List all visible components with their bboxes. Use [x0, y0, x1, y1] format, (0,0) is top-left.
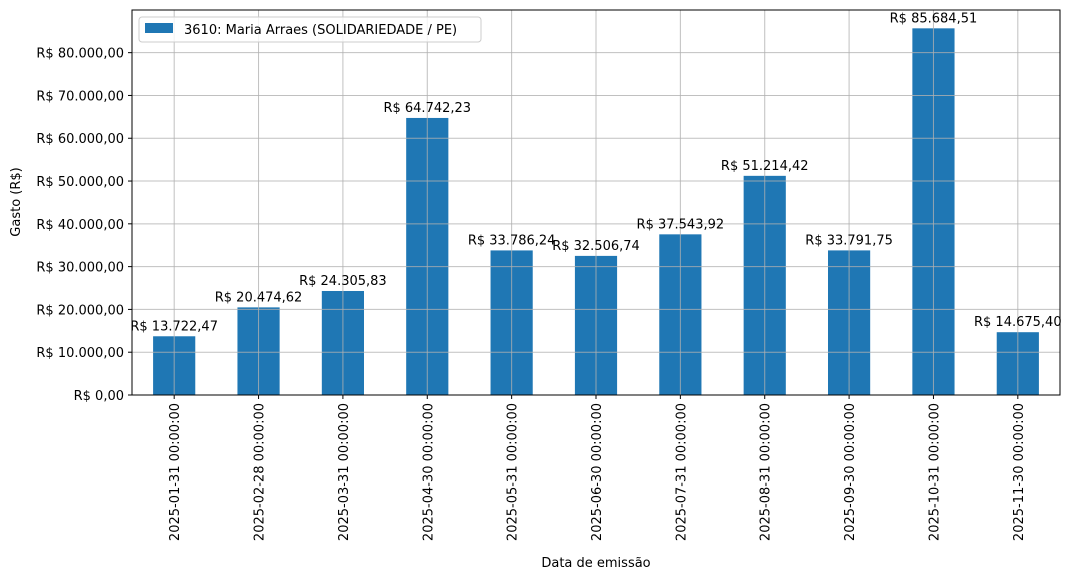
legend-box	[138, 16, 482, 43]
data-label: R$ 32.506,74	[552, 239, 640, 254]
legend-swatch	[145, 23, 173, 33]
data-label: R$ 33.786,24	[468, 233, 556, 248]
data-label: R$ 24.305,83	[299, 274, 387, 289]
y-tick-label: R$ 40.000,00	[36, 218, 124, 233]
data-label: R$ 20.474,62	[215, 290, 303, 305]
x-tick-label: 2025-01-31 00:00:00	[168, 403, 183, 541]
x-tick-label: 2025-03-31 00:00:00	[337, 403, 352, 541]
x-axis-label: Data de emissão	[541, 556, 650, 571]
data-label: R$ 37.543,92	[637, 217, 725, 232]
data-label: R$ 51.214,42	[721, 159, 809, 174]
legend-label: 3610: Maria Arraes (SOLIDARIEDADE / PE)	[184, 23, 457, 38]
x-tick-label: 2025-05-31 00:00:00	[506, 403, 521, 541]
x-tick-label: 2025-10-31 00:00:00	[927, 403, 942, 541]
x-tick-label: 2025-06-30 00:00:00	[590, 403, 605, 541]
data-labels: R$ 13.722,47 R$ 20.474,62R$ 24.305,83 R$ 6…	[130, 11, 1061, 334]
x-tick-label: 2025-02-28 00:00:00	[253, 403, 268, 541]
y-tick-label: R$ 20.000,00	[36, 303, 124, 318]
data-label: R$ 64.742,23	[383, 101, 471, 116]
data-label: R$ 13.722,47	[130, 319, 218, 334]
y-tick-label: R$ 50.000,00	[36, 175, 124, 190]
legend: 3610: Maria Arraes (SOLIDARIEDADE / PE)	[138, 16, 482, 43]
y-tick-label: R$ 0,00	[74, 389, 124, 404]
y-tick-label: R$ 70.000,00	[36, 89, 124, 104]
x-tick-label: 2025-09-30 00:00:00	[843, 403, 858, 541]
y-tick-label: R$ 60.000,00	[36, 132, 124, 147]
x-axis: 2025-01-31 00:00:00 2025-02-28 00:00:00 20…	[168, 395, 1027, 541]
x-tick-label: 2025-08-31 00:00:00	[759, 403, 774, 541]
y-tick-label: R$ 80.000,00	[36, 47, 124, 62]
x-tick-label: 2025-11-30 00:00:00	[1012, 403, 1027, 541]
data-label: R$ 33.791,75	[805, 233, 893, 248]
y-axis: R$ 0,00 R$ 10.000,00 R$ 20.000,00 R$ 30.000…	[36, 47, 132, 404]
y-axis-label: Gasto (R$)	[9, 167, 24, 236]
y-tick-label: R$ 10.000,00	[36, 346, 124, 361]
x-tick-label: 2025-04-30 00:00:00	[421, 403, 436, 541]
data-label: R$ 14.675,40	[974, 315, 1062, 330]
x-tick-label: 2025-07-31 00:00:00	[674, 403, 689, 541]
data-label: R$ 85.684,51	[890, 11, 978, 26]
y-tick-label: R$ 30.000,00	[36, 261, 124, 276]
